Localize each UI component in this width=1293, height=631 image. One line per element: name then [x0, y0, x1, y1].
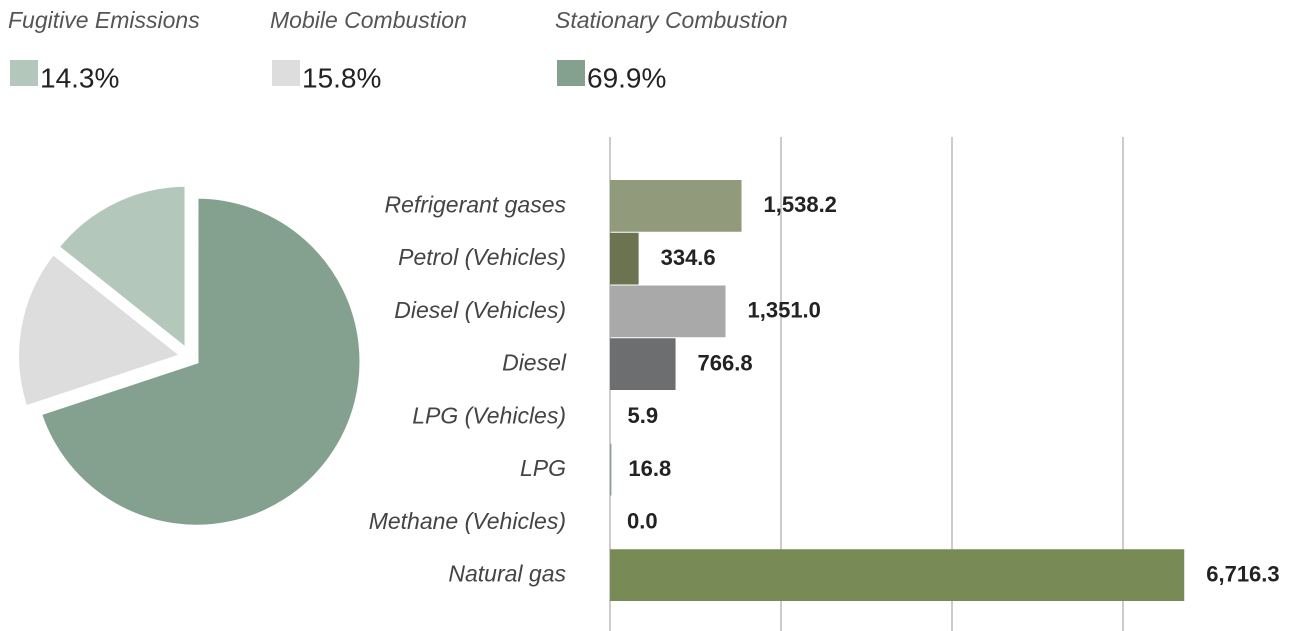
pie-slice	[54, 182, 189, 354]
pie-slice	[15, 250, 187, 411]
value-label: 16.8	[628, 456, 671, 481]
legend-name: Mobile Combustion	[270, 7, 467, 33]
value-label: 334.6	[661, 245, 716, 270]
category-label: Diesel	[502, 350, 567, 376]
pie-slice	[37, 194, 364, 529]
value-label: 0.0	[627, 509, 658, 534]
value-label: 1,538.2	[764, 192, 837, 217]
category-label: Refrigerant gases	[384, 191, 566, 217]
legend-value: 15.8%	[302, 62, 381, 93]
value-label: 1,351.0	[748, 298, 821, 323]
legend-swatch	[272, 60, 300, 86]
bar	[610, 391, 611, 443]
category-label: Petrol (Vehicles)	[398, 244, 566, 270]
value-label: 6,716.3	[1206, 561, 1279, 586]
category-label: LPG (Vehicles)	[412, 402, 566, 428]
category-label: Methane (Vehicles)	[369, 508, 566, 534]
category-label: Natural gas	[448, 561, 566, 587]
legend-swatch	[10, 60, 38, 86]
legend-value: 14.3%	[40, 62, 119, 93]
legend-value: 69.9%	[587, 62, 666, 93]
bar	[610, 338, 676, 390]
bar	[610, 180, 742, 232]
legend-swatch	[557, 60, 585, 86]
bar	[610, 549, 1185, 601]
bar	[610, 285, 726, 338]
value-label: 766.8	[698, 350, 753, 375]
value-label: 5.9	[628, 403, 659, 428]
bar	[610, 232, 639, 285]
category-label: Diesel (Vehicles)	[394, 297, 566, 323]
legend-name: Fugitive Emissions	[8, 7, 200, 33]
bar	[610, 443, 612, 496]
legend-name: Stationary Combustion	[555, 7, 788, 33]
category-label: LPG	[520, 455, 566, 481]
